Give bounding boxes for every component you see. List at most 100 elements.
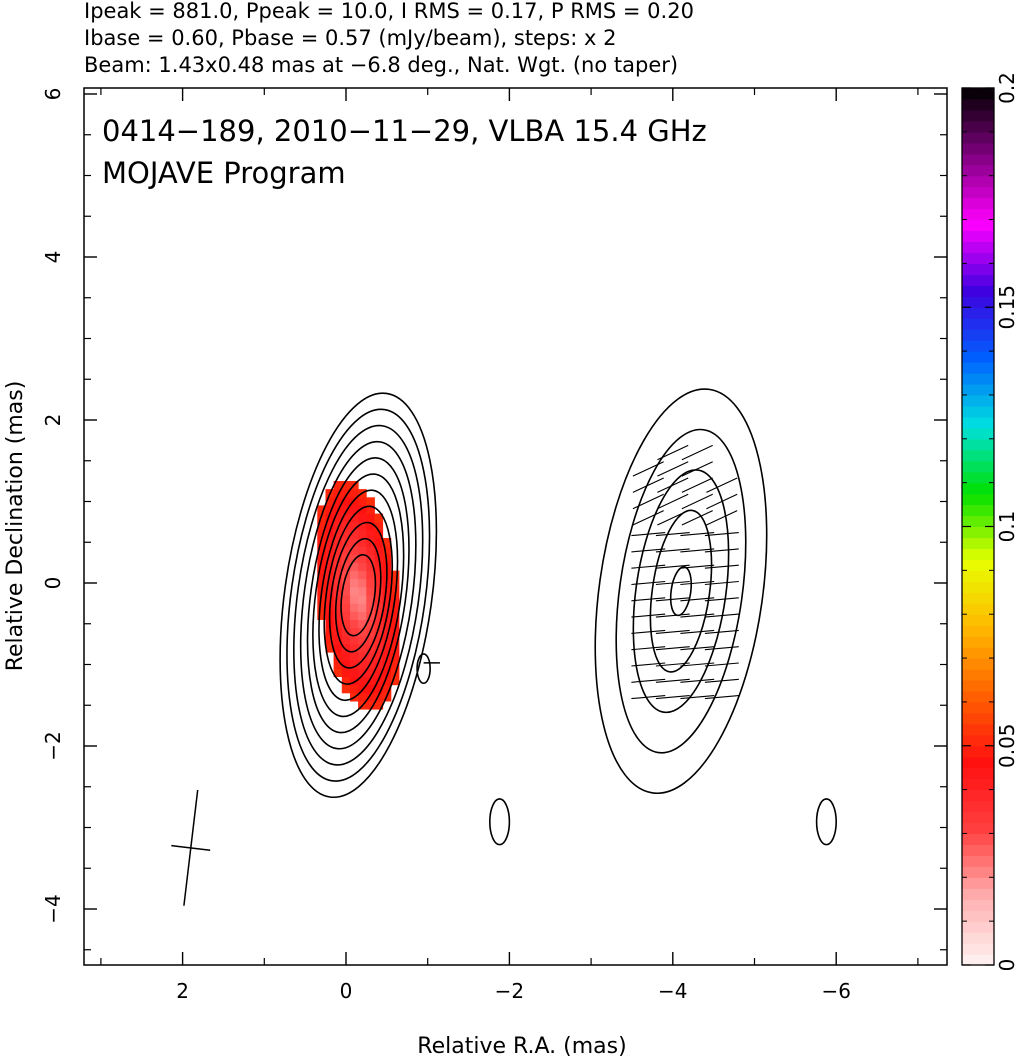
pol-pixel — [366, 635, 375, 645]
pol-pixel — [374, 546, 384, 555]
evpa-vector — [704, 695, 739, 700]
evpa-vector — [681, 510, 713, 526]
colorbar: 0 0.05 0.1 0.15 0.2 — [961, 72, 1019, 972]
pol-pixel — [366, 513, 375, 523]
pol-pixel — [358, 538, 367, 547]
evpa-vector — [631, 580, 666, 586]
evpa-vector — [655, 646, 690, 651]
evpa-vector — [655, 695, 690, 700]
colorbar-tick-label: 0.1 — [995, 511, 1019, 543]
colorbar-segment — [962, 537, 994, 550]
evpa-vector — [655, 548, 690, 553]
pol-pixel — [390, 676, 400, 686]
pol-pixel — [374, 529, 384, 539]
pol-contour — [669, 566, 693, 617]
evpa-vector — [680, 629, 715, 634]
pol-pixel — [325, 505, 335, 514]
evpa-vector — [680, 613, 715, 618]
pol-pixel — [350, 668, 359, 677]
evpa-vector — [680, 597, 715, 602]
pol-pixel — [358, 521, 367, 531]
pol-pixel — [366, 619, 375, 629]
pol-pixel — [333, 578, 343, 588]
pol-pixel — [358, 619, 367, 629]
evpa-vector — [631, 662, 666, 667]
evpa-vector — [681, 461, 713, 477]
colorbar-segment — [962, 800, 994, 813]
pol-pixel — [325, 635, 335, 645]
pol-pixel — [325, 562, 335, 572]
core-contour — [286, 408, 431, 782]
evpa-vector — [655, 564, 690, 569]
evpa-vector — [657, 493, 689, 510]
evpa-vector — [657, 444, 689, 461]
pol-pixel — [366, 692, 375, 702]
pol-pixel — [341, 676, 351, 686]
colorbar-segment — [962, 208, 994, 221]
pol-pixel — [341, 668, 351, 677]
pol-pixel — [350, 586, 359, 596]
pol-pixel — [325, 521, 335, 531]
pol-pixel — [382, 676, 392, 686]
evpa-vector — [657, 477, 689, 493]
pol-pixel — [382, 538, 392, 547]
colorbar-segment — [962, 98, 994, 111]
pol-pixel — [317, 578, 326, 588]
pol-pixel — [341, 684, 351, 694]
colorbar-segment — [962, 910, 994, 922]
evpa-vector — [655, 662, 690, 667]
evpa-vector — [655, 597, 690, 602]
pol-pixel — [358, 570, 367, 580]
pol-pixel — [333, 529, 343, 539]
pol-pixel — [350, 513, 359, 523]
pol-pixel — [374, 627, 384, 637]
y-tick-label: 4 — [41, 251, 65, 264]
axis-ticks: 2 0 −2 −4 −6 −4 −2 0 2 4 6 — [41, 88, 947, 1003]
pol-pixel — [374, 652, 384, 661]
core-contour — [293, 424, 424, 766]
colorbar-segment — [962, 340, 994, 352]
y-tick-label: 0 — [41, 577, 65, 590]
colorbar-segment — [962, 175, 994, 188]
evpa-vector — [706, 477, 738, 493]
pol-pixel — [350, 578, 359, 588]
pol-pixel — [333, 660, 343, 669]
pol-pixel — [350, 505, 359, 514]
evpa-vector — [681, 493, 713, 510]
pol-pixel — [374, 538, 384, 547]
evpa-vector — [680, 695, 715, 700]
evpa-vector — [632, 461, 664, 477]
pol-pixel — [341, 489, 351, 498]
pol-pixel — [317, 570, 326, 580]
colorbar-segment — [962, 734, 994, 747]
y-tick-label: 6 — [41, 88, 65, 101]
colorbar-segment — [962, 647, 994, 659]
pol-pixel — [341, 586, 351, 596]
colorbar-segment — [962, 943, 994, 955]
evpa-vector — [631, 548, 666, 553]
evpa-vector — [631, 678, 666, 683]
colorbar-tick-label: 0 — [995, 959, 1019, 972]
y-axis-label: Relative Declination (mas) — [3, 381, 28, 672]
pol-pixel — [382, 619, 392, 629]
core-contour — [318, 489, 399, 702]
pol-pixel — [382, 603, 392, 612]
pol-pixel — [317, 513, 326, 523]
evpa-vector — [657, 461, 689, 477]
colorbar-segment — [962, 329, 994, 341]
colorbar-segment — [962, 515, 994, 528]
colorbar-segment — [962, 767, 994, 780]
colorbar-segment — [962, 230, 994, 243]
evpa-vector — [631, 597, 666, 602]
pol-pixel — [390, 660, 400, 669]
pol-pixel — [358, 529, 367, 539]
colorbar-segment — [962, 745, 994, 758]
pol-pixel — [341, 611, 351, 620]
pol-pixel — [358, 692, 367, 702]
colorbar-segment — [962, 120, 994, 133]
colorbar-segment — [962, 548, 994, 560]
pol-pixel — [366, 521, 375, 531]
x-tick-label: −6 — [821, 979, 850, 1003]
evpa-vector-layer — [631, 444, 739, 700]
small-component — [488, 798, 511, 846]
